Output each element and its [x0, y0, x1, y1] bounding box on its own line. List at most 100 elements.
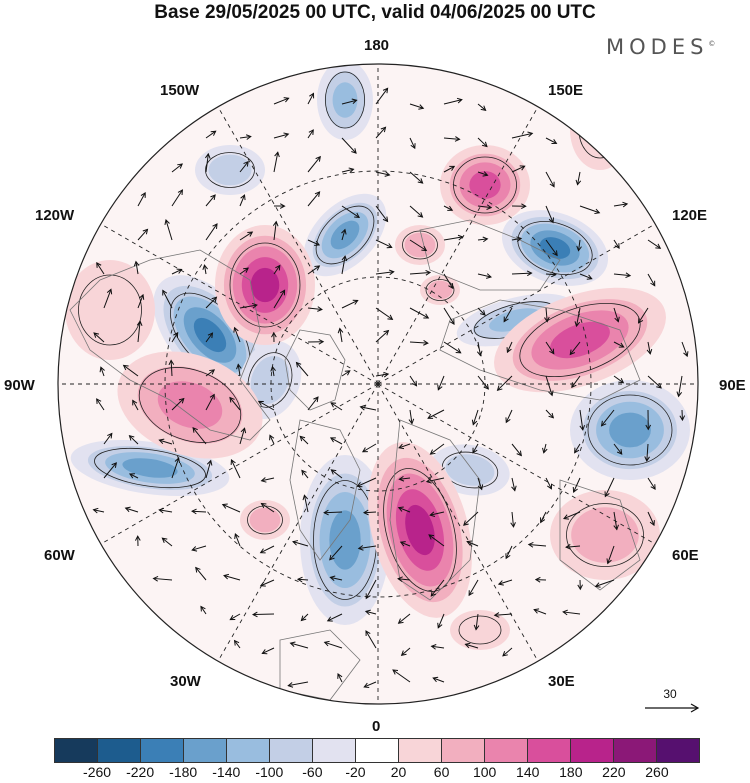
wind-arrow: [542, 443, 548, 454]
anomaly-contour: [122, 458, 178, 478]
wind-arrow: [205, 332, 214, 343]
wind-arrow: [307, 306, 323, 312]
wind-arrow: [341, 370, 351, 377]
wind-arrow: [497, 579, 513, 586]
wind-arrow: [375, 205, 389, 223]
wind-arrow: [443, 234, 464, 241]
lon-label-120e: 120E: [672, 207, 708, 224]
wind-arrow: [296, 576, 309, 583]
wind-arrow: [545, 239, 558, 257]
wind-arrow: [289, 641, 309, 649]
wind-arrow: [239, 160, 249, 173]
anomaly-contour: [469, 171, 501, 199]
wind-arrow: [234, 533, 241, 547]
coastline: [559, 479, 641, 591]
wind-arrow: [124, 506, 139, 513]
anomaly-contour: [157, 381, 223, 429]
wind-arrow: [392, 669, 411, 683]
wind-arrow: [493, 612, 513, 618]
wind-arrow: [428, 534, 445, 547]
wind-arrow: [397, 506, 411, 513]
wind-arrow: [137, 191, 146, 207]
wind-arrow: [562, 609, 581, 616]
lon-label-150w: 150W: [160, 82, 200, 99]
wind-arrow: [600, 409, 615, 427]
wind-arrow: [511, 270, 533, 277]
colorbar-swatch: [55, 739, 98, 762]
lon-label-150e: 150E: [548, 82, 584, 99]
wind-arrow: [534, 576, 547, 583]
wind-arrow: [259, 579, 275, 587]
wind-arrow: [545, 375, 554, 397]
wind-vectors: [92, 87, 689, 688]
wind-arrow: [357, 545, 377, 551]
colorbar-tick-label: 220: [602, 764, 626, 780]
wind-arrow: [233, 326, 241, 343]
coastline: [439, 299, 641, 401]
contour-line: [229, 242, 301, 328]
lon-label-60e: 60E: [672, 547, 699, 564]
wind-arrow: [397, 576, 411, 582]
wind-arrow: [221, 503, 241, 513]
anomaly-contour: [550, 321, 610, 359]
wind-arrow: [477, 477, 484, 491]
wind-arrow: [152, 575, 173, 582]
wind-arrow: [99, 366, 105, 377]
wind-arrow: [443, 136, 461, 142]
anomaly-contour: [249, 507, 281, 533]
wind-arrow: [128, 473, 139, 479]
wind-arrow: [613, 511, 619, 531]
vector-reference-value: 30: [663, 687, 677, 701]
wind-arrow: [326, 613, 343, 622]
anomaly-contour: [330, 220, 360, 250]
wind-arrow: [545, 137, 558, 145]
wind-arrow: [337, 672, 343, 683]
wind-arrow: [375, 87, 389, 105]
wind-arrow: [425, 477, 445, 484]
wind-arrow: [361, 443, 377, 453]
contour-line: [205, 152, 255, 188]
wind-arrow: [205, 130, 217, 139]
wind-arrow: [477, 171, 489, 177]
wind-arrow: [613, 341, 625, 348]
wind-arrow: [409, 239, 428, 252]
wind-arrow: [574, 307, 581, 328]
wind-arrow: [273, 264, 281, 275]
wind-arrow: [476, 341, 483, 357]
wind-arrow: [93, 332, 105, 343]
wind-arrow: [545, 271, 557, 278]
colorbar-tick-label: -100: [255, 764, 284, 780]
wind-arrow: [229, 396, 241, 411]
wind-arrow: [533, 608, 547, 615]
wind-arrow: [572, 477, 581, 493]
wind-arrow: [437, 613, 445, 629]
wind-arrow: [161, 537, 173, 547]
wind-arrow: [168, 359, 175, 377]
colorbar-swatch: [313, 739, 356, 762]
colorbar-tick-label: 260: [645, 764, 669, 780]
map-border: [57, 63, 699, 705]
wind-arrow: [128, 434, 139, 445]
colorbar-tick-label: 180: [559, 764, 583, 780]
anomaly-contour: [329, 510, 361, 570]
wind-arrow: [613, 239, 620, 250]
wind-arrow: [171, 268, 183, 275]
wind-arrow: [365, 630, 377, 649]
wind-arrow: [574, 443, 581, 454]
anomaly-contour: [405, 504, 435, 556]
wind-arrow: [473, 613, 480, 631]
wind-arrow: [443, 273, 454, 290]
wind-arrow: [162, 289, 173, 309]
wind-arrow: [375, 126, 387, 139]
contour-line: [315, 205, 375, 265]
wind-arrow: [679, 409, 686, 422]
coastline: [289, 419, 361, 561]
wind-arrow: [341, 205, 361, 219]
wind-arrow: [365, 579, 377, 600]
wind-arrow: [239, 427, 247, 445]
wind-arrow: [135, 535, 141, 547]
wind-arrow: [681, 341, 689, 358]
wind-arrow: [329, 437, 343, 445]
wind-arrow: [341, 255, 348, 275]
